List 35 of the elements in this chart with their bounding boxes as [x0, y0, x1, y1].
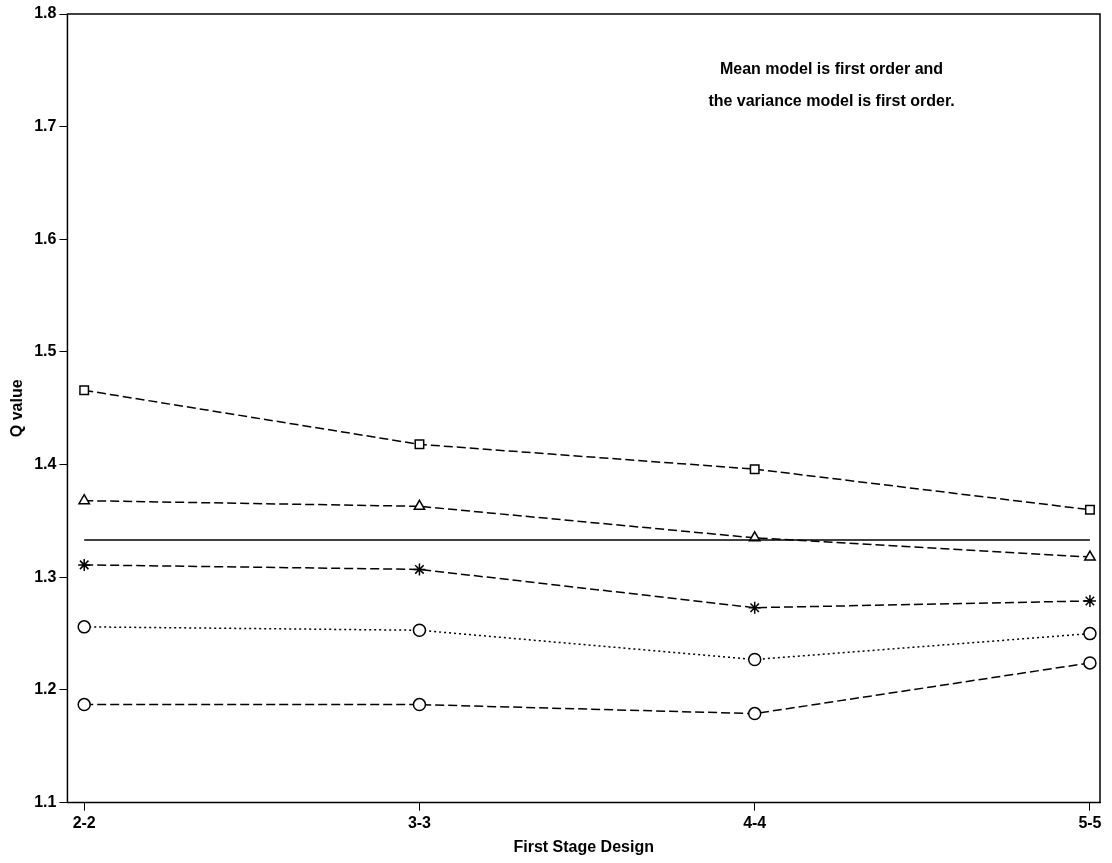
point [747, 600, 762, 615]
y-tick-label: 1.3 [34, 567, 57, 585]
point [1083, 626, 1097, 641]
point [413, 499, 426, 511]
y-tick-label: 1.8 [34, 4, 57, 22]
y-axis-title: Q value [8, 379, 26, 438]
point [79, 385, 90, 396]
point [412, 562, 427, 577]
y-tick-label: 1.2 [34, 680, 57, 698]
point [77, 558, 91, 572]
y-tick-label: 1.7 [34, 117, 57, 135]
point [77, 697, 91, 712]
y-tick-label: 1.5 [34, 342, 57, 360]
y-tick-label: 1.6 [34, 229, 57, 247]
y-tick-label: 1.1 [34, 793, 57, 811]
annotation: the variance model is first order. [708, 92, 955, 109]
point [78, 493, 91, 505]
point [749, 464, 760, 475]
x-tick-label: 5-5 [1078, 813, 1102, 831]
point [1083, 594, 1097, 608]
annotation: Mean model is first order and [719, 60, 944, 77]
point [1083, 656, 1097, 670]
x-tick-label: 3-3 [407, 813, 432, 831]
point [1084, 504, 1095, 515]
point [412, 697, 427, 712]
point [414, 439, 425, 450]
x-tick-label: 2-2 [72, 813, 96, 831]
point [1084, 550, 1096, 561]
point [747, 652, 762, 667]
y-tick-label: 1.4 [34, 455, 57, 473]
point [747, 706, 762, 721]
point [412, 623, 427, 637]
point [77, 620, 91, 634]
x-tick-label: 4-4 [743, 813, 767, 831]
x-axis-title: First Stage Design [513, 837, 654, 855]
